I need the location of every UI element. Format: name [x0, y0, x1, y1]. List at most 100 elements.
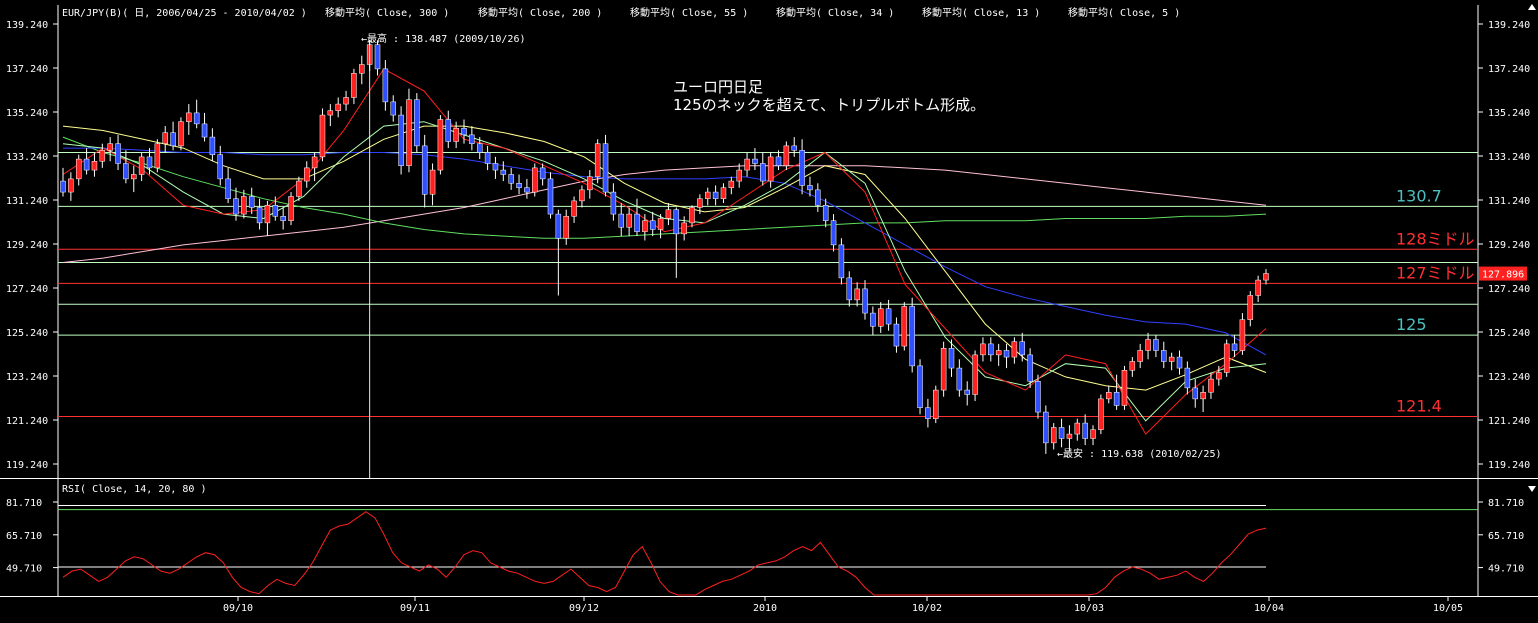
candle-body: [524, 187, 530, 193]
candle-body: [233, 198, 239, 215]
horizontal-levels: 130.7 128ミドル 127ミドル 125 121.4: [58, 151, 1478, 417]
candle-body: [579, 189, 585, 202]
candle-body: [335, 103, 341, 111]
candle-body: [319, 114, 326, 158]
current-price-tag: [1479, 266, 1527, 281]
xtick-label: 10/03: [1074, 603, 1104, 614]
candle-body: [775, 156, 782, 166]
candle-body: [1231, 343, 1238, 351]
candle-body: [846, 277, 853, 301]
candle-body: [712, 191, 719, 199]
candle-body: [1247, 295, 1254, 320]
candle-body: [626, 213, 632, 228]
candle-body: [1176, 356, 1183, 369]
candle-body: [107, 143, 113, 151]
ytick-left-label: 135.240: [6, 108, 48, 119]
candle-body: [508, 174, 514, 184]
ma-label-5: 移動平均( Close, 5 ): [1068, 6, 1180, 19]
candle-body: [1082, 422, 1088, 439]
ytick-right-label: 127.240: [1488, 284, 1530, 295]
xtick-label: 2010: [753, 603, 777, 614]
candle-body: [704, 191, 711, 199]
ytick-right-label: 139.240: [1488, 20, 1530, 31]
rsi-panel-frame: [0, 479, 1538, 597]
candle-body: [484, 152, 491, 164]
xtick-label: 09/12: [569, 603, 599, 614]
candle-body: [744, 158, 750, 171]
rsi-title: RSI( Close, 14, 20, 80 ): [62, 484, 207, 495]
candle-body: [461, 128, 467, 136]
main-panel-frame: [0, 5, 1538, 479]
candle-body: [933, 389, 939, 419]
candle-body: [728, 180, 735, 188]
candle-body: [752, 158, 758, 164]
candle-body: [91, 161, 98, 171]
candle-body: [767, 156, 774, 182]
candle-body: [893, 323, 900, 347]
annotation-title: ユーロ円日足: [673, 78, 763, 96]
rsi-panel-expand-icon[interactable]: [1528, 486, 1536, 492]
candle-body: [217, 154, 224, 180]
candle-body: [280, 216, 286, 221]
ytick-left-label: 129.240: [6, 240, 48, 251]
candle-body: [791, 145, 797, 151]
candle-body: [1200, 392, 1206, 400]
rsi-ytick-left-label: 81.710: [6, 498, 42, 509]
candle-body: [327, 110, 334, 116]
candle-body: [736, 169, 742, 182]
candle-body: [343, 97, 349, 105]
candle-body: [178, 121, 184, 147]
ytick-right-label: 123.240: [1488, 372, 1530, 383]
ytick-right-label: 137.240: [1488, 64, 1530, 75]
candle-body: [1035, 381, 1041, 413]
ytick-left-label: 139.240: [6, 20, 48, 31]
rsi-panel: 81.710 81.710 65.710 65.710 49.710 49.710: [6, 498, 1524, 596]
ytick-right-label: 129.240: [1488, 240, 1530, 251]
candle-body: [170, 132, 176, 147]
candle-body: [146, 156, 153, 169]
candle-body: [563, 216, 569, 239]
ma-label-13: 移動平均( Close, 13 ): [922, 6, 1040, 19]
candle-body: [673, 209, 680, 235]
candle-body: [429, 169, 436, 195]
candle-body: [264, 205, 271, 224]
candle-body: [988, 343, 994, 356]
candle-body: [1145, 339, 1151, 351]
candle-body: [1058, 427, 1065, 439]
candle-body: [414, 99, 420, 147]
candle-body: [1019, 341, 1026, 356]
main-panel-collapse-icon[interactable]: [1528, 4, 1536, 10]
candle-body: [374, 44, 381, 70]
ma-line-5: [62, 68, 1267, 435]
rsi-ytick-left-label: 65.710: [6, 531, 42, 542]
candle-body: [799, 150, 805, 186]
ma-line-1: [62, 136, 1267, 239]
candle-body: [594, 143, 601, 177]
ytick-left-label: 119.240: [6, 460, 48, 471]
candle-body: [1066, 433, 1073, 439]
candle-body: [1043, 411, 1049, 444]
candle-body: [359, 64, 365, 74]
candle-body: [1161, 350, 1167, 362]
ytick-left-label: 127.240: [6, 284, 48, 295]
candle-body: [1192, 387, 1198, 400]
candle-body: [539, 167, 546, 180]
candle-body: [964, 389, 970, 395]
level-label-6: 125: [1396, 315, 1427, 334]
candle-body: [131, 174, 137, 180]
rsi-line: [62, 511, 1267, 596]
candle-body: [870, 312, 876, 327]
rsi-ytick-right-label: 65.710: [1488, 531, 1524, 542]
current-price-label: 127.896: [1482, 270, 1524, 281]
candle-body: [697, 198, 703, 208]
candle-body: [571, 200, 577, 217]
candle-body: [830, 220, 837, 246]
ytick-left-label: 137.240: [6, 64, 48, 75]
candle-body: [618, 213, 625, 228]
ytick-right-label: 121.240: [1488, 416, 1530, 427]
candle-body: [516, 183, 522, 188]
candle-body: [862, 288, 868, 314]
candle-body: [665, 209, 672, 219]
candle-body: [807, 185, 813, 191]
